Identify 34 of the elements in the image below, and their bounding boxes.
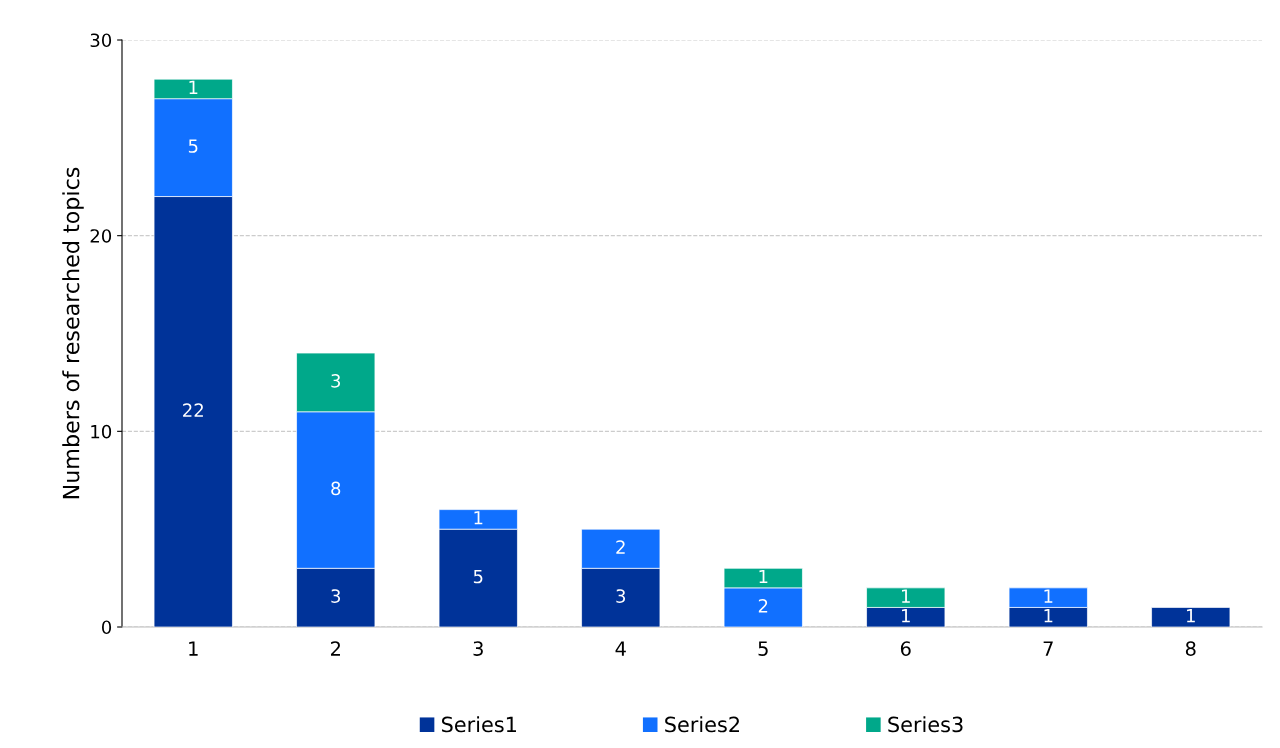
x-tick-label: 4 — [615, 641, 626, 656]
bar — [1151, 607, 1231, 627]
data-label: 1 — [474, 511, 483, 525]
x-tick-label: 2 — [330, 641, 340, 656]
x-tick-label: 1 — [189, 641, 198, 656]
x-tick-label: 7 — [1043, 641, 1053, 656]
x-tick-label: 8 — [1185, 641, 1196, 656]
legend-label: Series2 — [665, 716, 739, 733]
data-label: 1 — [1186, 609, 1195, 623]
y-tick-label: 10 — [91, 424, 112, 439]
data-label: 3 — [331, 374, 341, 388]
y-tick-label: 20 — [90, 229, 112, 243]
data-label: 8 — [331, 481, 341, 496]
x-tick-label: 3 — [473, 641, 483, 656]
data-label: 3 — [331, 589, 341, 603]
legend-label: Series3 — [888, 716, 963, 733]
data-label: 5 — [473, 569, 483, 584]
data-label: 1 — [901, 589, 910, 603]
y-tick-label: 30 — [90, 33, 112, 48]
data-label: 1 — [189, 80, 198, 94]
legend-label: Series1 — [441, 716, 516, 733]
data-label: 2 — [758, 599, 768, 613]
data-label: 2 — [616, 540, 625, 554]
data-label: 1 — [1044, 589, 1053, 603]
y-tick-label: 0 — [101, 620, 112, 635]
data-label: 3 — [616, 589, 626, 603]
data-label: 1 — [901, 609, 910, 623]
data-label: 22 — [183, 403, 203, 417]
data-label: 5 — [188, 139, 198, 153]
x-tick-label: 5 — [758, 641, 768, 656]
y-axis-title: Numbers of researched topics — [62, 167, 84, 499]
x-tick-label: 6 — [900, 641, 911, 656]
data-label: 1 — [1044, 609, 1053, 623]
data-label: 1 — [759, 569, 768, 584]
